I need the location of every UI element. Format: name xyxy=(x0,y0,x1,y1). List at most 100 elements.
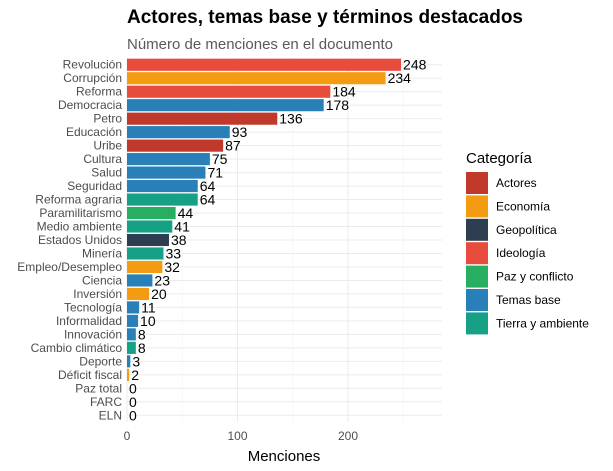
legend-swatch xyxy=(466,289,488,311)
value-label: 41 xyxy=(174,219,190,235)
y-tick-label: Deporte xyxy=(79,354,122,368)
value-label: 64 xyxy=(200,192,216,208)
value-label: 8 xyxy=(138,326,146,342)
bar xyxy=(127,72,386,85)
y-tick-label: Paz total xyxy=(75,381,122,395)
bar xyxy=(127,193,198,206)
chart-subtitle: Número de menciones en el documento xyxy=(127,36,393,53)
value-label: 44 xyxy=(178,205,194,221)
legend-swatch xyxy=(466,218,488,241)
bar xyxy=(127,166,206,179)
bar xyxy=(127,206,176,220)
legend-swatch xyxy=(466,312,488,335)
y-tick-label: Cambio climático xyxy=(31,341,123,355)
value-label: 75 xyxy=(212,151,228,167)
bar xyxy=(127,112,278,125)
value-label: 11 xyxy=(141,299,156,315)
legend-swatch xyxy=(466,265,488,288)
y-tick-label: Uribe xyxy=(93,139,122,153)
value-label: 184 xyxy=(332,84,356,100)
y-tick-label: Cultura xyxy=(83,152,122,166)
y-tick-label: Reforma agraria xyxy=(35,193,122,207)
y-tick-label: Educación xyxy=(66,125,122,139)
legend-swatch xyxy=(466,195,488,218)
bar xyxy=(127,274,153,287)
legend-entry: Tierra y ambiente xyxy=(496,316,589,330)
y-tick-label: Empleo/Desempleo xyxy=(17,260,122,274)
y-tick-label: Estados Unidos xyxy=(38,233,122,247)
bar xyxy=(127,153,210,166)
y-tick-label: Corrupción xyxy=(63,71,122,85)
x-tick-label: 0 xyxy=(124,429,131,443)
bar xyxy=(127,328,136,341)
bar xyxy=(127,355,131,368)
y-tick-label: FARC xyxy=(90,395,122,409)
value-label: 38 xyxy=(171,232,187,248)
y-tick-label: Seguridad xyxy=(67,179,122,193)
y-tick-label: Ciencia xyxy=(82,273,122,287)
value-label: 178 xyxy=(326,97,350,113)
value-labels: 2482341841781369387757164644441383332232… xyxy=(129,57,427,424)
value-label: 0 xyxy=(129,394,137,410)
y-tick-label: Déficit fiscal xyxy=(58,368,122,382)
y-tick-label: Reforma xyxy=(76,85,122,99)
legend-entry: Economía xyxy=(496,199,550,213)
bar xyxy=(127,85,331,98)
x-axis-label: Menciones xyxy=(248,448,321,465)
legend-swatch xyxy=(466,242,488,265)
x-axis-ticks: 0 100 200 xyxy=(124,429,359,443)
bar xyxy=(127,58,402,71)
value-label: 87 xyxy=(225,138,241,154)
chart-title: Actores, temas base y términos destacado… xyxy=(127,7,523,28)
value-label: 71 xyxy=(207,165,223,181)
value-label: 64 xyxy=(200,178,216,194)
bar xyxy=(127,314,139,327)
y-axis-labels: RevoluciónCorrupciónReformaDemocraciaPet… xyxy=(17,58,122,423)
value-label: 248 xyxy=(403,57,427,73)
x-tick-label: 100 xyxy=(227,429,247,443)
y-tick-label: Tecnología xyxy=(64,300,122,314)
legend: Categoría Actores Economía Geopolítica Ideo… xyxy=(466,150,589,335)
bar xyxy=(127,301,140,314)
y-tick-label: Paramilitarismo xyxy=(39,206,122,220)
y-tick-label: Informalidad xyxy=(56,314,122,328)
bar xyxy=(127,341,136,354)
y-tick-label: Salud xyxy=(91,166,122,180)
bar xyxy=(127,233,169,247)
value-label: 20 xyxy=(151,286,167,302)
value-label: 23 xyxy=(154,272,170,288)
y-tick-label: Inversión xyxy=(73,287,122,301)
y-tick-label: Petro xyxy=(93,112,122,126)
legend-entry: Ideología xyxy=(496,246,546,260)
y-tick-label: Innovación xyxy=(64,327,122,341)
value-label: 8 xyxy=(138,340,146,356)
legend-entry: Geopolítica xyxy=(496,223,557,237)
value-label: 136 xyxy=(279,111,303,127)
value-label: 0 xyxy=(129,380,137,396)
bar xyxy=(127,247,164,260)
value-label: 2 xyxy=(131,367,139,383)
bar xyxy=(127,99,324,112)
bar xyxy=(127,139,224,152)
legend-entry: Actores xyxy=(496,176,537,190)
value-label: 234 xyxy=(388,70,412,86)
y-tick-label: Revolución xyxy=(63,58,122,72)
value-label: 0 xyxy=(129,407,137,423)
bar xyxy=(127,180,198,193)
y-tick-label: Democracia xyxy=(58,98,122,112)
bar xyxy=(127,368,130,381)
y-tick-label: Minería xyxy=(82,246,122,260)
legend-entry: Temas base xyxy=(496,293,561,307)
bars xyxy=(127,58,402,381)
legend-title: Categoría xyxy=(466,150,533,167)
bar xyxy=(127,260,163,274)
y-tick-label: Medio ambiente xyxy=(37,220,123,234)
value-label: 33 xyxy=(165,245,181,261)
x-tick-label: 200 xyxy=(338,429,358,443)
legend-entry: Paz y conflicto xyxy=(496,270,574,284)
value-label: 32 xyxy=(164,259,180,275)
value-label: 93 xyxy=(232,124,248,140)
value-label: 3 xyxy=(132,353,140,369)
bar xyxy=(127,287,150,300)
